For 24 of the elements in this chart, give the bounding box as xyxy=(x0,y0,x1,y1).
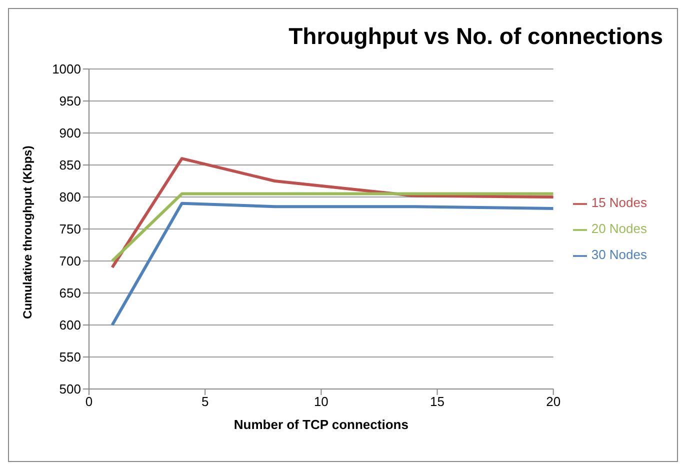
legend-label: 30 Nodes xyxy=(591,247,647,262)
y-tick-label: 850 xyxy=(59,158,81,173)
x-tick-label: 0 xyxy=(85,394,93,410)
x-tick-label: 20 xyxy=(546,394,561,410)
x-tick-label: 10 xyxy=(314,394,328,410)
chart-title: Throughput vs No. of connections xyxy=(288,23,663,50)
x-axis-title: Number of TCP connections xyxy=(234,417,408,432)
x-tick-label: 5 xyxy=(201,394,209,410)
line-series xyxy=(110,202,554,326)
legend-label: 20 Nodes xyxy=(591,221,647,236)
y-tick-label: 500 xyxy=(59,382,81,397)
line-series xyxy=(110,157,554,269)
y-axis-title: Cumulative throughput (Kbps) xyxy=(20,146,34,319)
y-tick-label: 750 xyxy=(59,222,81,237)
y-tick-label: 700 xyxy=(59,254,81,269)
y-tick-label: 900 xyxy=(59,126,81,141)
y-tick-label: 950 xyxy=(59,94,81,109)
legend-label: 15 Nodes xyxy=(591,195,647,210)
y-tick-label: 800 xyxy=(59,190,81,205)
y-tick-label: 550 xyxy=(59,350,81,365)
y-tick-label: 650 xyxy=(59,286,81,301)
x-tick-label: 15 xyxy=(430,394,444,410)
y-tick-label: 1000 xyxy=(52,62,81,77)
y-tick-label: 600 xyxy=(59,318,81,333)
